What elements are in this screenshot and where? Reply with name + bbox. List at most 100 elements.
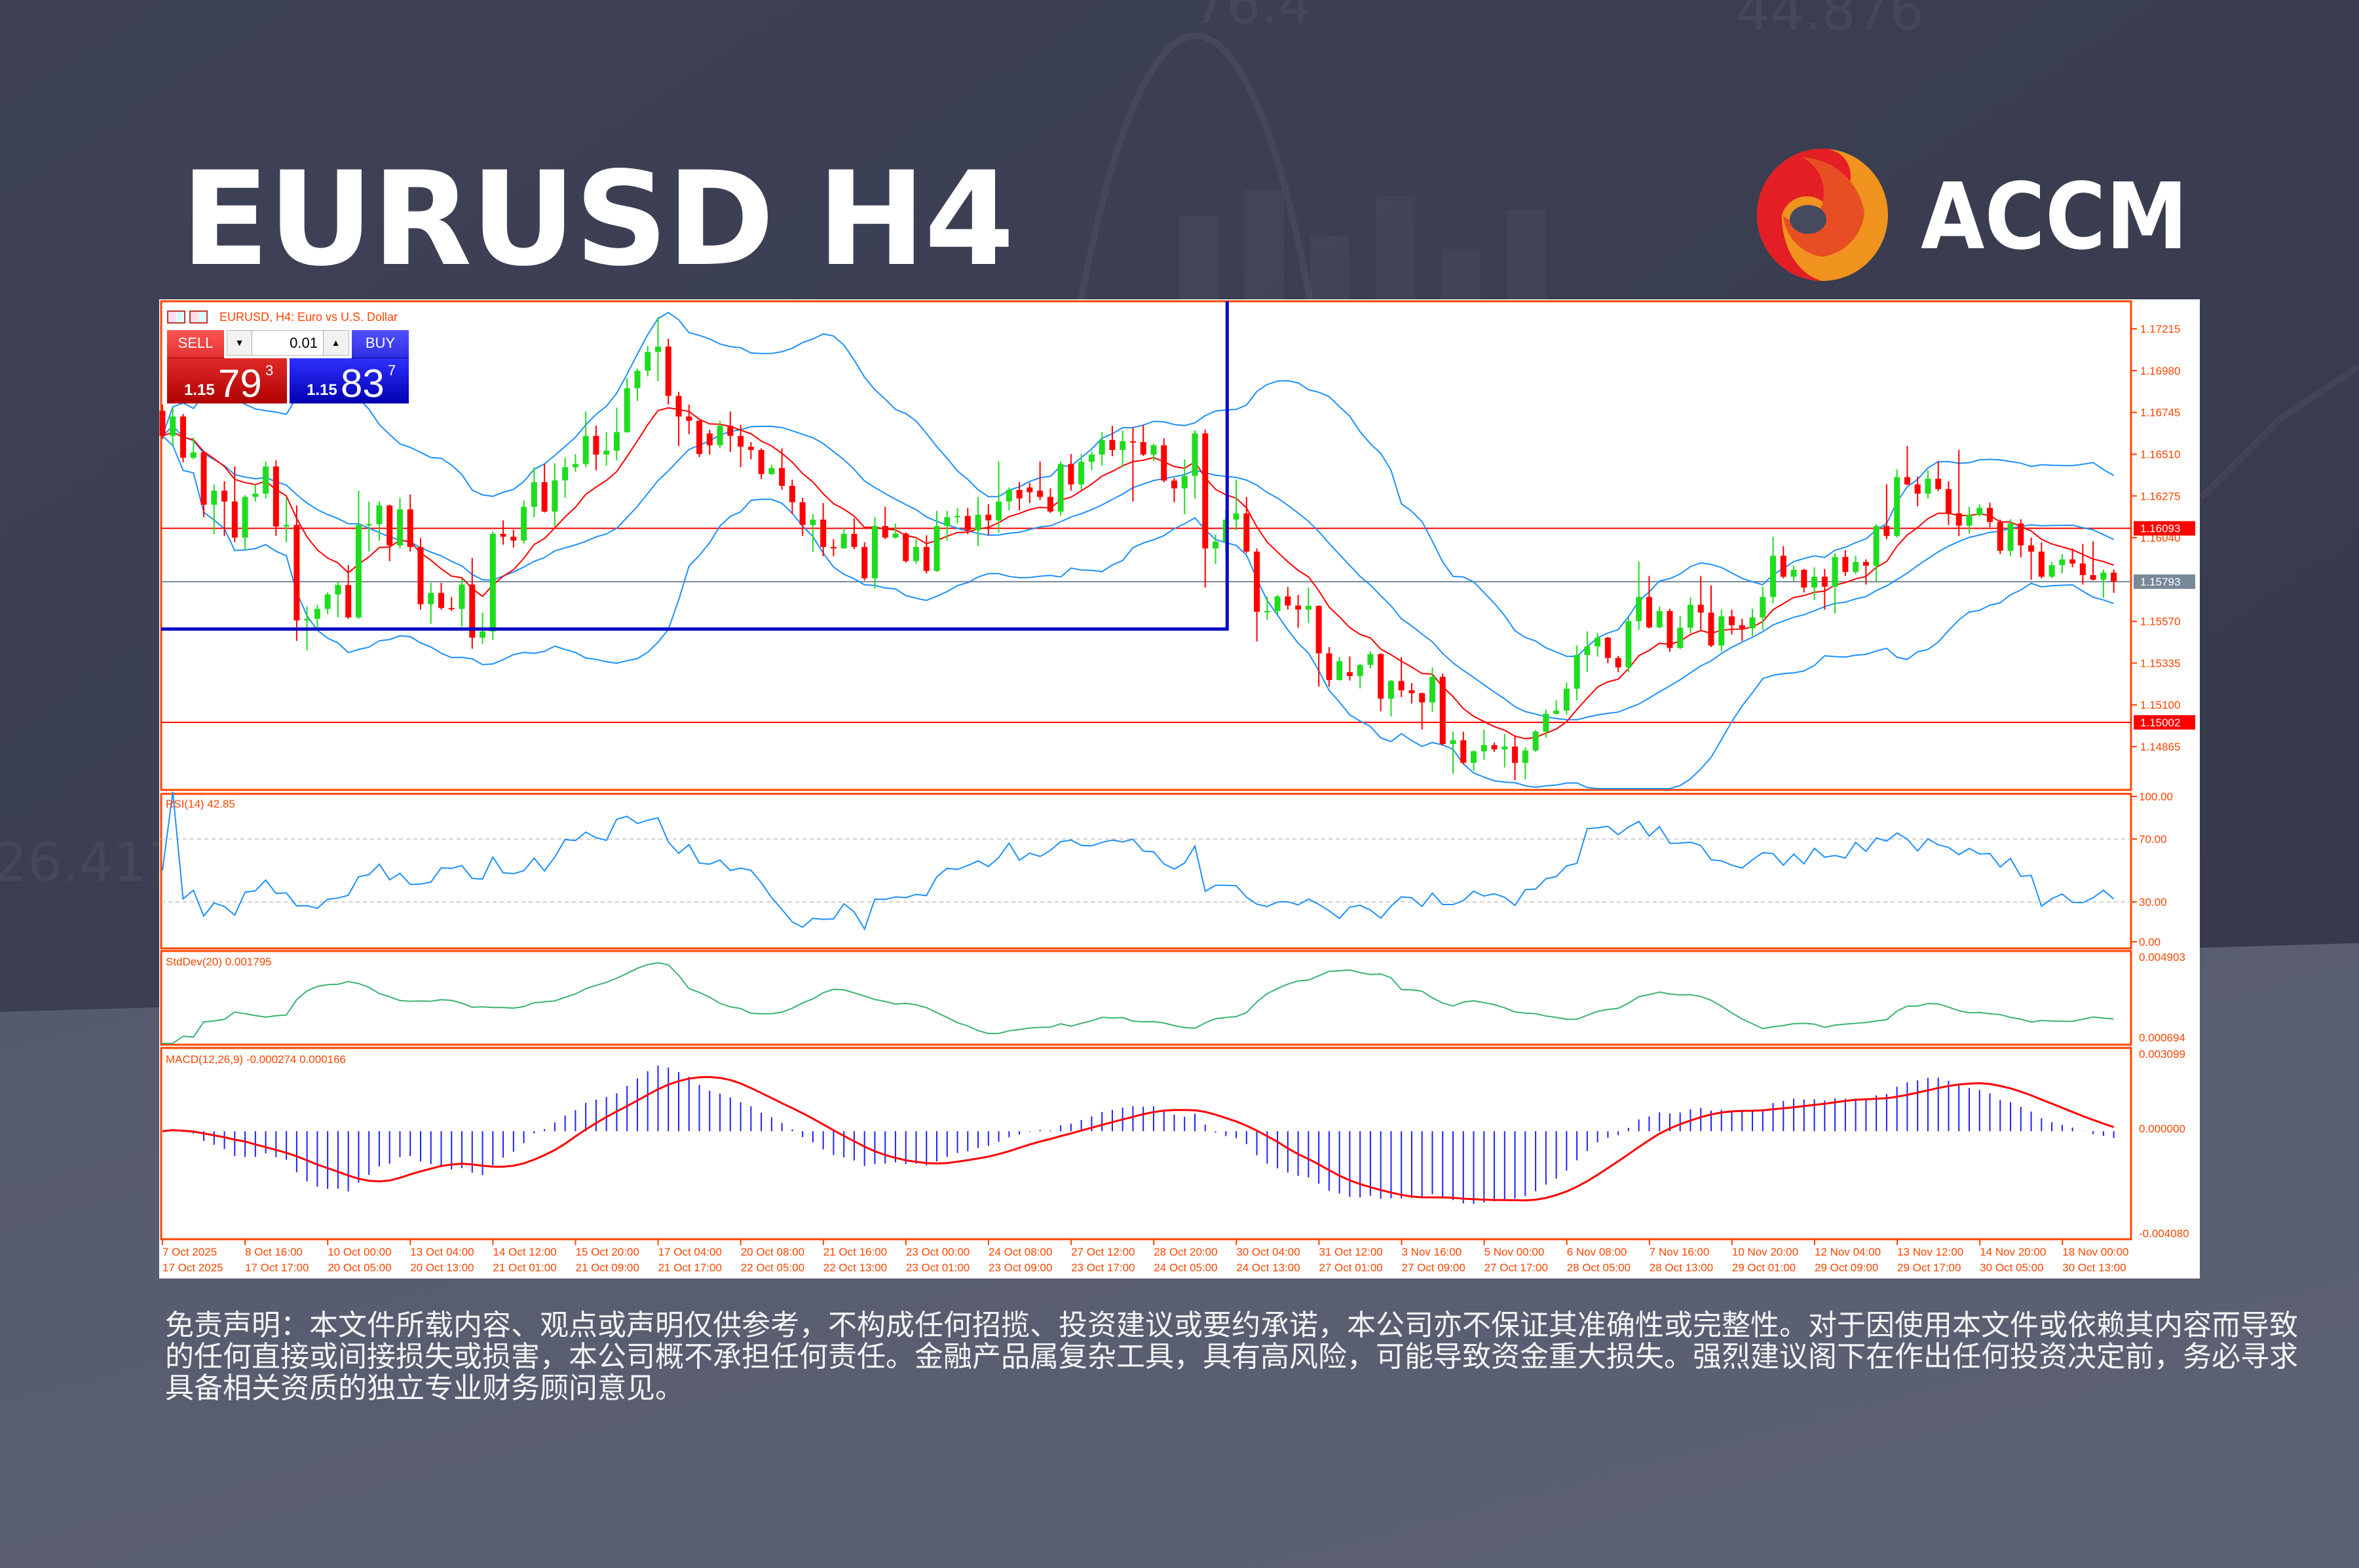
bearish-candle (2069, 559, 2076, 564)
bearish-candle (500, 534, 506, 537)
bullish-candle (480, 631, 486, 638)
bearish-candle (882, 526, 888, 538)
bullish-candle (1501, 746, 1508, 750)
time-axis-label: 18 Nov 00:00 (2062, 1246, 2128, 1258)
buy-price-button[interactable]: 1.15 83 7 (290, 358, 409, 403)
bullish-candle (2007, 523, 2014, 551)
rsi-axis-label: 70.00 (2139, 833, 2167, 846)
bearish-candle (469, 584, 476, 638)
price-badge (2134, 574, 2195, 589)
bearish-candle (1295, 605, 1302, 610)
bullish-candle (582, 436, 589, 464)
bearish-candle (273, 466, 279, 527)
time-axis-label-secondary: 27 Oct 17:00 (1484, 1261, 1548, 1274)
price-badge-label: 1.15793 (2140, 576, 2180, 588)
buy-price-prefix: 1.15 (307, 381, 337, 399)
bullish-candle (1574, 654, 1580, 689)
time-axis-label-secondary: 30 Oct 05:00 (1980, 1261, 2043, 1274)
lot-increase-icon[interactable]: ▲ (331, 337, 341, 348)
bullish-candle (1336, 661, 1343, 681)
time-axis-label: 27 Oct 12:00 (1071, 1246, 1135, 1258)
rsi-line (162, 791, 2115, 931)
bullish-candle (1760, 597, 1766, 618)
rsi-axis-label: 100.00 (2139, 791, 2173, 803)
background-watermark: 26.417 (0, 832, 181, 894)
bullish-candle (1481, 745, 1487, 752)
bullish-candle (366, 524, 372, 526)
time-axis-label-secondary: 24 Oct 13:00 (1236, 1261, 1300, 1274)
price-badge-label: 1.16093 (2140, 523, 2180, 535)
time-axis-label: 7 Oct 2025 (162, 1246, 217, 1258)
sell-button[interactable]: SELL (167, 330, 224, 359)
bullish-candle (934, 526, 940, 571)
bearish-candle (1842, 557, 1849, 572)
time-axis-label: 3 Nov 16:00 (1402, 1246, 1462, 1258)
bearish-candle (438, 593, 445, 608)
bollinger-middle-line (162, 425, 2115, 720)
bullish-candle (1006, 490, 1012, 502)
lot-size-input[interactable] (252, 331, 324, 355)
bullish-candle (1687, 605, 1693, 628)
bearish-candle (1419, 693, 1425, 703)
bullish-candle (2059, 559, 2066, 565)
time-axis-label-secondary: 23 Oct 17:00 (1071, 1261, 1135, 1274)
time-axis-label: 12 Nov 04:00 (1815, 1246, 1881, 1258)
stddev-line (162, 961, 2114, 1044)
stddev-label: StdDev(20) 0.001795 (166, 956, 272, 968)
bullish-candle (1677, 627, 1684, 648)
bullish-candle (242, 496, 248, 538)
bearish-candle (293, 525, 300, 621)
bullish-candle (572, 464, 578, 468)
time-axis-label-secondary: 29 Oct 09:00 (1815, 1261, 1878, 1274)
bearish-candle (758, 449, 764, 474)
sell-price-pips: 79 (218, 362, 262, 405)
bullish-candle (252, 493, 259, 497)
stddev-pane-frame (160, 950, 2132, 1046)
bullish-candle (1790, 569, 1797, 577)
stddev-axis-label: 0.000694 (2139, 1032, 2185, 1044)
bearish-candle (1862, 561, 1869, 566)
bullish-candle (1078, 462, 1085, 485)
time-axis-label: 14 Nov 20:00 (1980, 1246, 2046, 1258)
time-axis-label-secondary: 28 Oct 13:00 (1650, 1261, 1713, 1274)
one-click-trading-icon[interactable] (167, 310, 185, 324)
bearish-candle (1243, 513, 1250, 552)
price-axis-label: 1.15335 (2140, 657, 2180, 669)
moving-average-line (162, 407, 2114, 739)
time-axis-label: 5 Nov 00:00 (1484, 1246, 1545, 1258)
bullish-candle (1625, 621, 1632, 667)
price-chart[interactable]: 1.17215 1.16980 1.16745 1.16510 1.16275 1.160… (159, 299, 2200, 1279)
bullish-candle (1811, 576, 1818, 588)
bullish-candle (975, 514, 981, 531)
bullish-candle (396, 509, 403, 546)
bearish-candle (1109, 439, 1116, 450)
time-axis-label-secondary: 29 Oct 17:00 (1897, 1261, 1961, 1274)
bullish-candle (624, 388, 630, 432)
buy-price-fraction: 7 (388, 362, 396, 379)
time-axis-label: 6 Nov 08:00 (1567, 1246, 1627, 1258)
bearish-candle (964, 515, 971, 531)
bullish-candle (1192, 433, 1198, 476)
bullish-candle (2048, 565, 2055, 577)
rectangle-object (161, 301, 1229, 631)
bullish-candle (1770, 555, 1777, 597)
bearish-candle (510, 536, 517, 541)
background-watermark: 76.4 (1192, 0, 1312, 36)
time-axis-label-secondary: 20 Oct 13:00 (410, 1261, 474, 1274)
bullish-candle (190, 452, 197, 458)
lot-size-stepper[interactable]: ▼ ▲ (227, 330, 349, 356)
bearish-candle (830, 547, 837, 549)
time-axis-label-secondary: 22 Oct 13:00 (823, 1261, 887, 1274)
buy-button[interactable]: BUY (352, 330, 409, 359)
background-line-decoration (2199, 364, 2359, 500)
lot-decrease-icon[interactable]: ▼ (235, 337, 244, 348)
bullish-candle (324, 594, 331, 609)
bearish-candle (1491, 745, 1498, 750)
bearish-candle (1326, 653, 1332, 681)
sell-price-button[interactable]: 1.15 79 3 (167, 358, 287, 403)
bearish-candle (448, 608, 455, 610)
bullish-candle (613, 432, 620, 451)
chart-properties-icon[interactable] (189, 310, 208, 324)
bearish-candle (221, 491, 228, 502)
time-axis-label: 21 Oct 16:00 (823, 1246, 887, 1258)
